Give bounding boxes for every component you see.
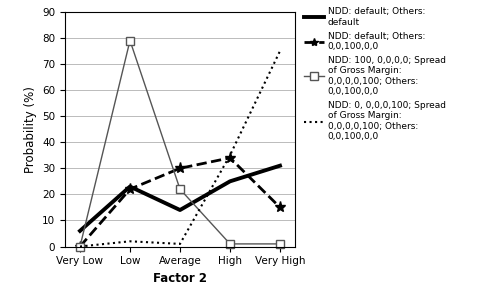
Y-axis label: Probability (%): Probability (%)	[24, 86, 36, 173]
X-axis label: Factor 2: Factor 2	[153, 272, 207, 285]
Legend: NDD: default; Others:
default, NDD: default; Others:
0,0,100,0,0, NDD: 100, 0,0,: NDD: default; Others: default, NDD: defa…	[304, 7, 446, 141]
